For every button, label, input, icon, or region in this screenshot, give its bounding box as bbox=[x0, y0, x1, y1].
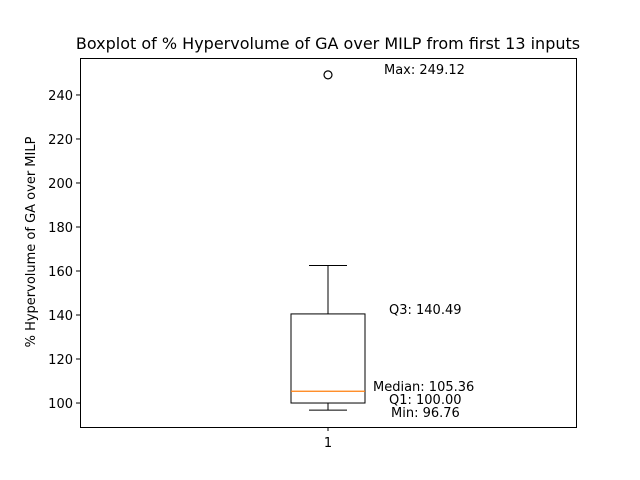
y-tick-label: 160 bbox=[48, 265, 73, 280]
x-tick-label: 1 bbox=[324, 436, 332, 451]
y-tick-label: 140 bbox=[48, 309, 73, 324]
y-tick-label: 200 bbox=[48, 177, 73, 192]
chart-title: Boxplot of % Hypervolume of GA over MILP… bbox=[76, 34, 580, 53]
y-tick-label: 100 bbox=[48, 397, 73, 412]
y-tick-label: 180 bbox=[48, 221, 73, 236]
iqr-box bbox=[290, 313, 366, 404]
annotation-label: Q1: 100.00 bbox=[389, 393, 462, 408]
annotation-label: Min: 96.76 bbox=[391, 406, 460, 421]
annotation-label: Q3: 140.49 bbox=[389, 303, 462, 318]
y-axis-label: % Hypervolume of GA over MILP bbox=[24, 136, 39, 347]
annotation-label: Max: 249.12 bbox=[384, 63, 465, 78]
y-tick-label: 220 bbox=[48, 133, 73, 148]
y-tick-label: 240 bbox=[48, 89, 73, 104]
y-tick-label: 120 bbox=[48, 353, 73, 368]
outlier-point bbox=[323, 70, 333, 80]
plot-frame bbox=[80, 58, 577, 428]
annotation-label: Median: 105.36 bbox=[373, 380, 474, 395]
